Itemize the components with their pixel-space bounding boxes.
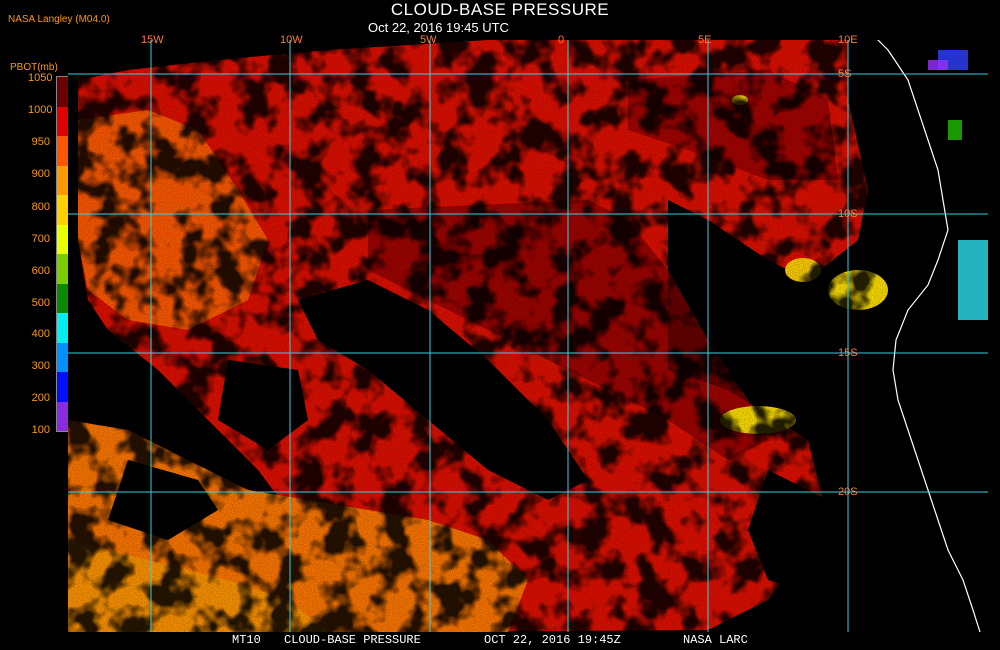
legend-label: 800 [31,201,50,213]
legend-label: 200 [31,392,50,404]
clear-sky-overlay [68,40,988,632]
legend-title: PBOT(mb) [10,62,58,73]
latitude-label: 5S [838,68,852,80]
longitude-label: 0 [558,34,565,46]
legend-label: 100 [31,424,50,436]
longitude-label: 15W [141,34,164,46]
producer-label: NASA Langley (M04.0) [8,14,110,25]
legend-label: 950 [31,136,50,148]
legend-label: 500 [31,297,50,309]
legend-label: 900 [31,168,50,180]
footer-name: CLOUD-BASE PRESSURE [284,633,421,647]
legend-label: 700 [31,233,50,245]
coastline [877,40,981,632]
high-cloud-green [948,120,962,140]
longitude-label: 10W [280,34,303,46]
map-subtitle: Oct 22, 2016 19:45 UTC [368,20,509,35]
footer-source: NASA LARC [683,633,748,647]
longitude-label: 10E [838,34,858,46]
longitude-label: 5E [698,34,712,46]
map-title: CLOUD-BASE PRESSURE [390,0,610,19]
footer-datetime: OCT 22, 2016 19:45Z [484,633,621,647]
latitude-label: 20S [838,486,858,498]
longitude-label: 5W [420,34,437,46]
latitude-label: 10S [838,208,858,220]
legend-label: 300 [31,360,50,372]
cloud-base-pressure-map [68,40,988,632]
footer-product: MT10 [232,633,261,647]
legend-label: 600 [31,265,50,277]
legend-label: 400 [31,328,50,340]
footer-bar: MT10 CLOUD-BASE PRESSURE OCT 22, 2016 19… [0,632,1000,650]
legend-label: 1050 [28,72,53,84]
high-cloud-violet [928,60,948,70]
legend-label: 1000 [28,104,53,116]
lat-lon-grid [68,40,988,632]
high-cloud-cyan [958,240,988,320]
latitude-label: 15S [838,347,858,359]
